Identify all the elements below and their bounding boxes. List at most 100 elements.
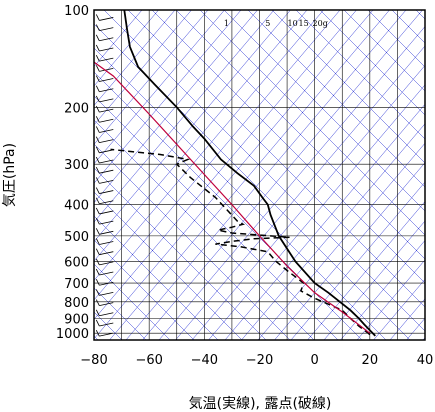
y-tick-label: 900 — [64, 312, 89, 327]
adiabat-line — [175, 45, 425, 340]
adiabat-line — [274, 162, 425, 340]
x-tick-label: −80 — [80, 353, 107, 368]
mixing-ratio-label: 10 — [288, 19, 298, 28]
wind-barb — [99, 27, 114, 31]
isotherm-line — [367, 10, 425, 68]
wind-barb — [99, 312, 114, 317]
wind-barb-flag — [95, 54, 100, 62]
adiabat-line — [224, 103, 425, 340]
mixing-ratio-labels: 1 5 10 15 20g — [224, 19, 328, 28]
wind-barb-flag — [95, 75, 100, 82]
wind-barb-flag — [95, 329, 100, 337]
isotherm-line — [94, 215, 219, 340]
wind-barb — [99, 78, 114, 82]
x-tick-label: −40 — [191, 353, 218, 368]
isotherm-line — [223, 10, 425, 212]
isotherm-line — [295, 10, 425, 140]
wind-barb — [99, 179, 114, 184]
mixing-ratio-label: 5 — [265, 19, 270, 28]
isotherm-line — [94, 239, 195, 340]
wind-barb-flag — [95, 136, 100, 143]
wind-barb — [99, 17, 114, 21]
wind-barb — [99, 37, 114, 42]
wind-barb-flag — [95, 299, 100, 306]
wind-barb-flag — [95, 126, 100, 133]
wind-barb-flag — [95, 217, 100, 225]
wind-barb — [99, 200, 114, 205]
adiabat-line — [109, 10, 390, 340]
adiabat-line — [94, 10, 308, 262]
adiabat-line — [94, 10, 357, 320]
adiabat-line — [94, 10, 209, 145]
wind-barb-flag — [95, 197, 100, 204]
adiabat-line — [191, 65, 425, 340]
plot-area — [94, 10, 425, 340]
y-tick-label: 400 — [64, 199, 89, 214]
wind-barb-flag — [95, 289, 100, 296]
wind-barb — [99, 322, 114, 327]
wind-barb-flag — [95, 146, 100, 154]
wind-barb — [99, 169, 114, 174]
adiabat-line — [323, 220, 425, 340]
wind-barb — [99, 139, 114, 144]
y-tick-label: 100 — [64, 4, 89, 19]
wind-barb — [99, 251, 114, 256]
wind-barb — [99, 230, 114, 235]
plot-frame — [93, 9, 426, 341]
adiabat-line — [94, 10, 374, 340]
adiabat-line — [356, 259, 425, 340]
wind-barb — [99, 47, 114, 52]
wind-barb — [99, 241, 114, 245]
wind-barb — [99, 261, 114, 266]
mixing-ratio-label: 15 — [299, 19, 309, 28]
adiabat-line — [94, 10, 143, 67]
wind-barb-flag — [95, 268, 100, 276]
isotherm-line — [175, 10, 425, 260]
wind-barbs — [95, 14, 114, 337]
wind-barb — [99, 67, 114, 72]
wind-barb-flag — [95, 309, 100, 316]
y-tick-label: 600 — [64, 255, 89, 270]
adiabat-line — [94, 10, 291, 242]
wind-barb — [99, 88, 114, 93]
wind-barb — [99, 190, 114, 194]
isotherm-line — [94, 23, 411, 340]
wind-barb-flag — [95, 228, 100, 235]
mixing-ratio-label: 20g — [313, 19, 328, 28]
x-tick-label: 40 — [417, 353, 434, 368]
adiabat-line — [290, 181, 425, 340]
wind-barb-flag — [95, 34, 100, 41]
adiabat-line — [406, 317, 425, 340]
isotherm-line — [247, 10, 425, 188]
wind-barb-flag — [95, 279, 100, 286]
wind-barb-flag — [95, 238, 100, 245]
wind-barb — [99, 292, 114, 296]
isotherm-line — [94, 47, 387, 340]
y-tick-label: 800 — [64, 296, 89, 311]
mixing-ratio-label: 1 — [224, 19, 229, 28]
adiabat-line — [340, 240, 425, 340]
isotherm-line — [343, 10, 425, 92]
parcel-line — [94, 61, 371, 334]
wind-barb-flag — [95, 116, 100, 123]
isotherm-line — [94, 311, 123, 340]
wind-barb — [99, 159, 114, 164]
isotherm-line — [319, 10, 425, 116]
isotherm-line — [127, 10, 425, 308]
isotherm-line — [151, 10, 425, 284]
isotherm-line — [94, 167, 267, 340]
isotherm-line — [94, 143, 291, 340]
adiabat-line — [94, 10, 192, 126]
y-axis-title: 気圧(hPa) — [2, 143, 18, 207]
temperature-line — [123, 10, 376, 337]
wind-barb-flag — [95, 319, 100, 327]
wind-barb-flag — [95, 258, 100, 266]
y-tick-label: 1000 — [56, 327, 89, 342]
wind-barb — [99, 98, 114, 103]
wind-barb — [99, 129, 114, 133]
adiabat-line — [94, 10, 324, 281]
x-tick-label: 0 — [311, 353, 319, 368]
wind-barb-flag — [95, 14, 100, 21]
wind-barb — [99, 281, 114, 286]
